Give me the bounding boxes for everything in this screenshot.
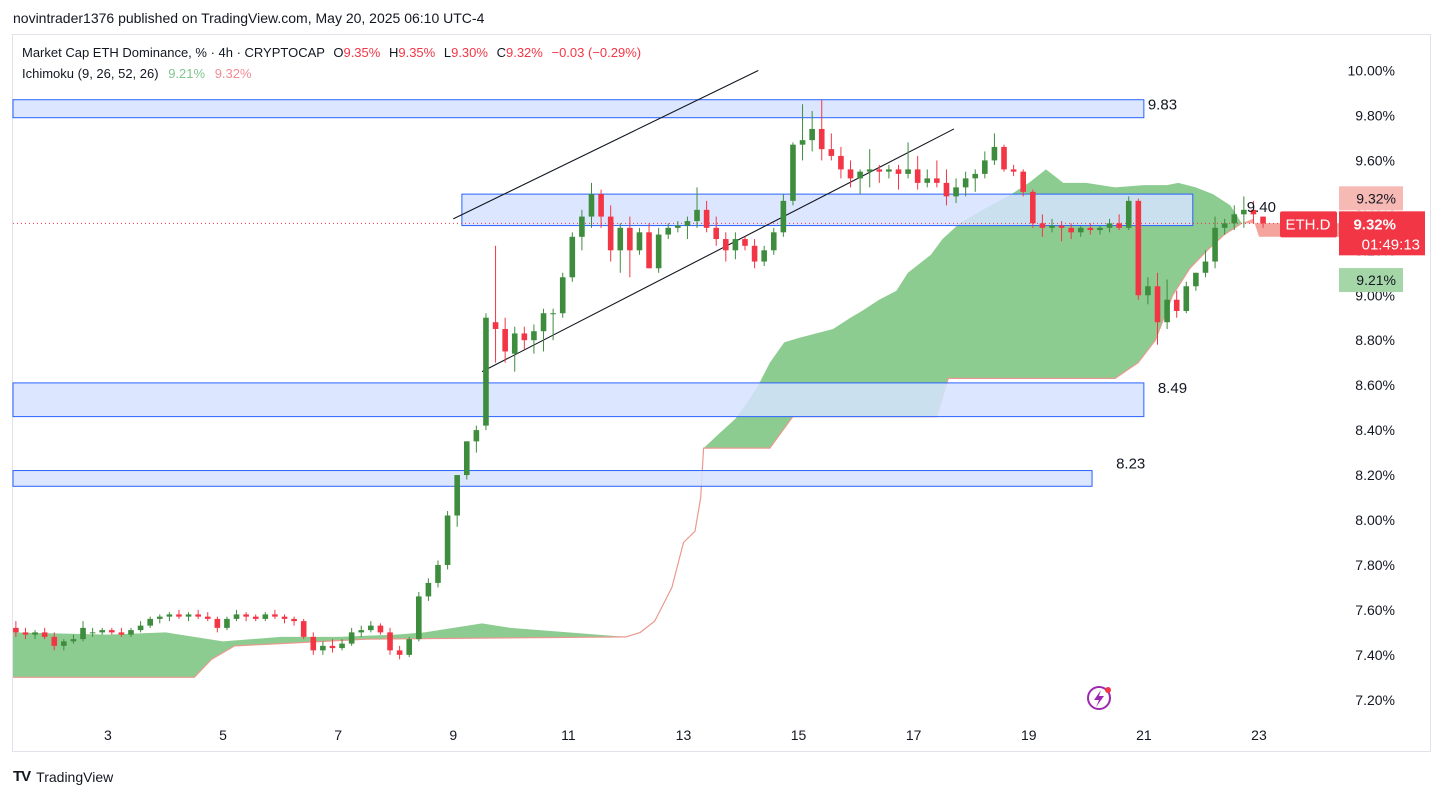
indicator-legend[interactable]: Ichimoku (9, 26, 52, 26) 9.21% 9.32% — [22, 66, 252, 81]
change-value: −0.03 (−0.29%) — [551, 45, 642, 60]
tradingview-logo-icon: TV — [13, 768, 31, 785]
indicator-span-a: 9.21% — [168, 66, 206, 81]
close-value: 9.32% — [505, 45, 543, 60]
low-value: 9.30% — [451, 45, 488, 60]
high-value: 9.35% — [398, 45, 436, 60]
open-value: 9.35% — [343, 45, 381, 60]
high-label: H — [388, 45, 399, 60]
symbol-name[interactable]: Market Cap ETH Dominance, % · 4h · CRYPT… — [22, 45, 325, 60]
indicator-name[interactable]: Ichimoku (9, 26, 52, 26) — [22, 66, 159, 81]
tradingview-brand: TradingView — [36, 768, 114, 785]
chart-frame — [12, 34, 1431, 752]
close-label: C — [496, 45, 506, 60]
low-label: L — [443, 45, 452, 60]
tradingview-footer[interactable]: TV TradingView — [13, 768, 113, 785]
publisher-line: novintrader1376 published on TradingView… — [13, 10, 485, 26]
open-label: O — [333, 45, 344, 60]
indicator-span-b: 9.32% — [214, 66, 252, 81]
symbol-legend[interactable]: Market Cap ETH Dominance, % · 4h · CRYPT… — [22, 45, 641, 60]
